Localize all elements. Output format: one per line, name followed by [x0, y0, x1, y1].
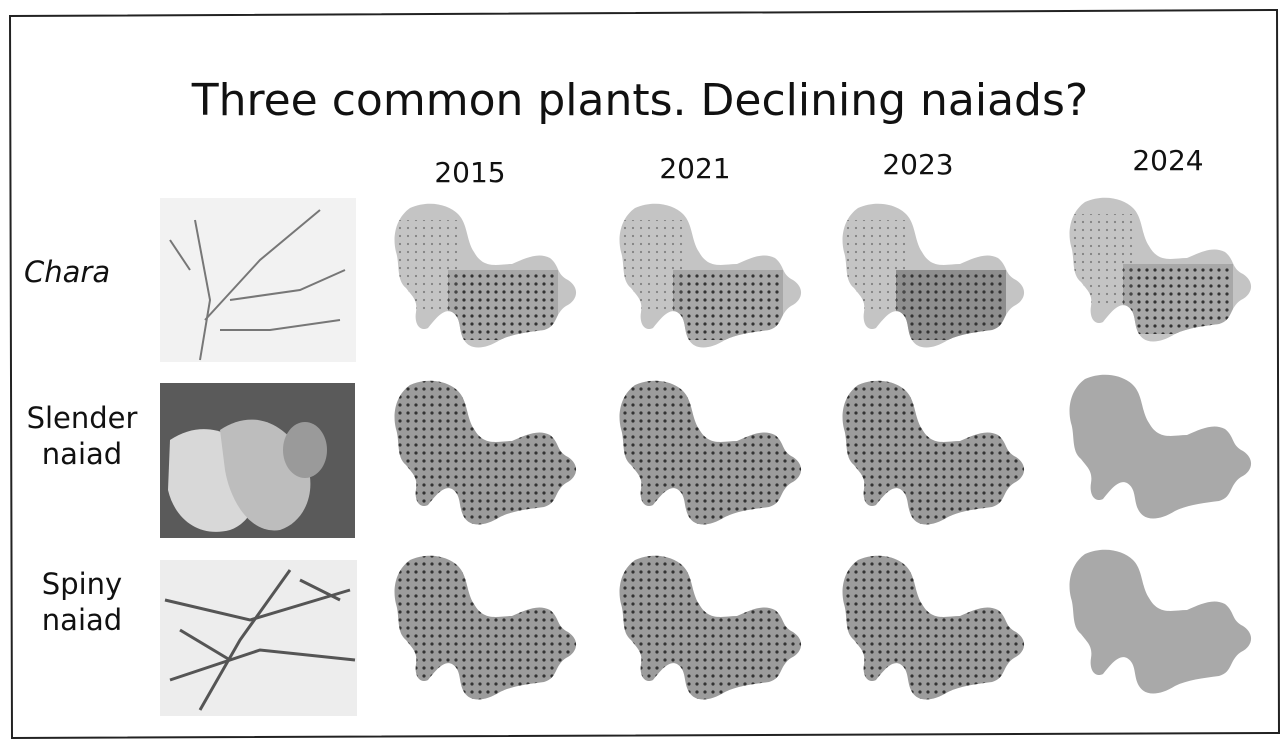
lake-map — [1070, 198, 1252, 342]
lake-map — [395, 204, 577, 348]
lake-map — [620, 204, 802, 348]
lake-map — [843, 204, 1025, 348]
lake-map — [388, 377, 588, 537]
year-label: 2015 — [434, 156, 505, 189]
lake-map — [836, 377, 1036, 537]
plant-photo — [160, 198, 356, 362]
year-label: 2023 — [882, 148, 953, 181]
year-label: 2024 — [1132, 144, 1203, 177]
year-label: 2021 — [659, 152, 730, 185]
plant-photo — [160, 383, 355, 538]
lake-map — [1070, 550, 1252, 694]
lake-map — [613, 552, 813, 712]
slide-title: Three common plants. Declining naiads? — [191, 75, 1089, 126]
slide: Three common plants. Declining naiads? 2… — [0, 0, 1283, 740]
plant-label: Chara — [24, 255, 110, 289]
lake-map — [836, 552, 1036, 712]
plant-photo — [160, 560, 357, 716]
lake-map — [1070, 375, 1252, 519]
lake-map — [388, 552, 588, 712]
lake-map — [613, 377, 813, 537]
maps — [388, 198, 1251, 712]
page: Three common plants. Declining naiads? 2… — [0, 0, 1283, 740]
